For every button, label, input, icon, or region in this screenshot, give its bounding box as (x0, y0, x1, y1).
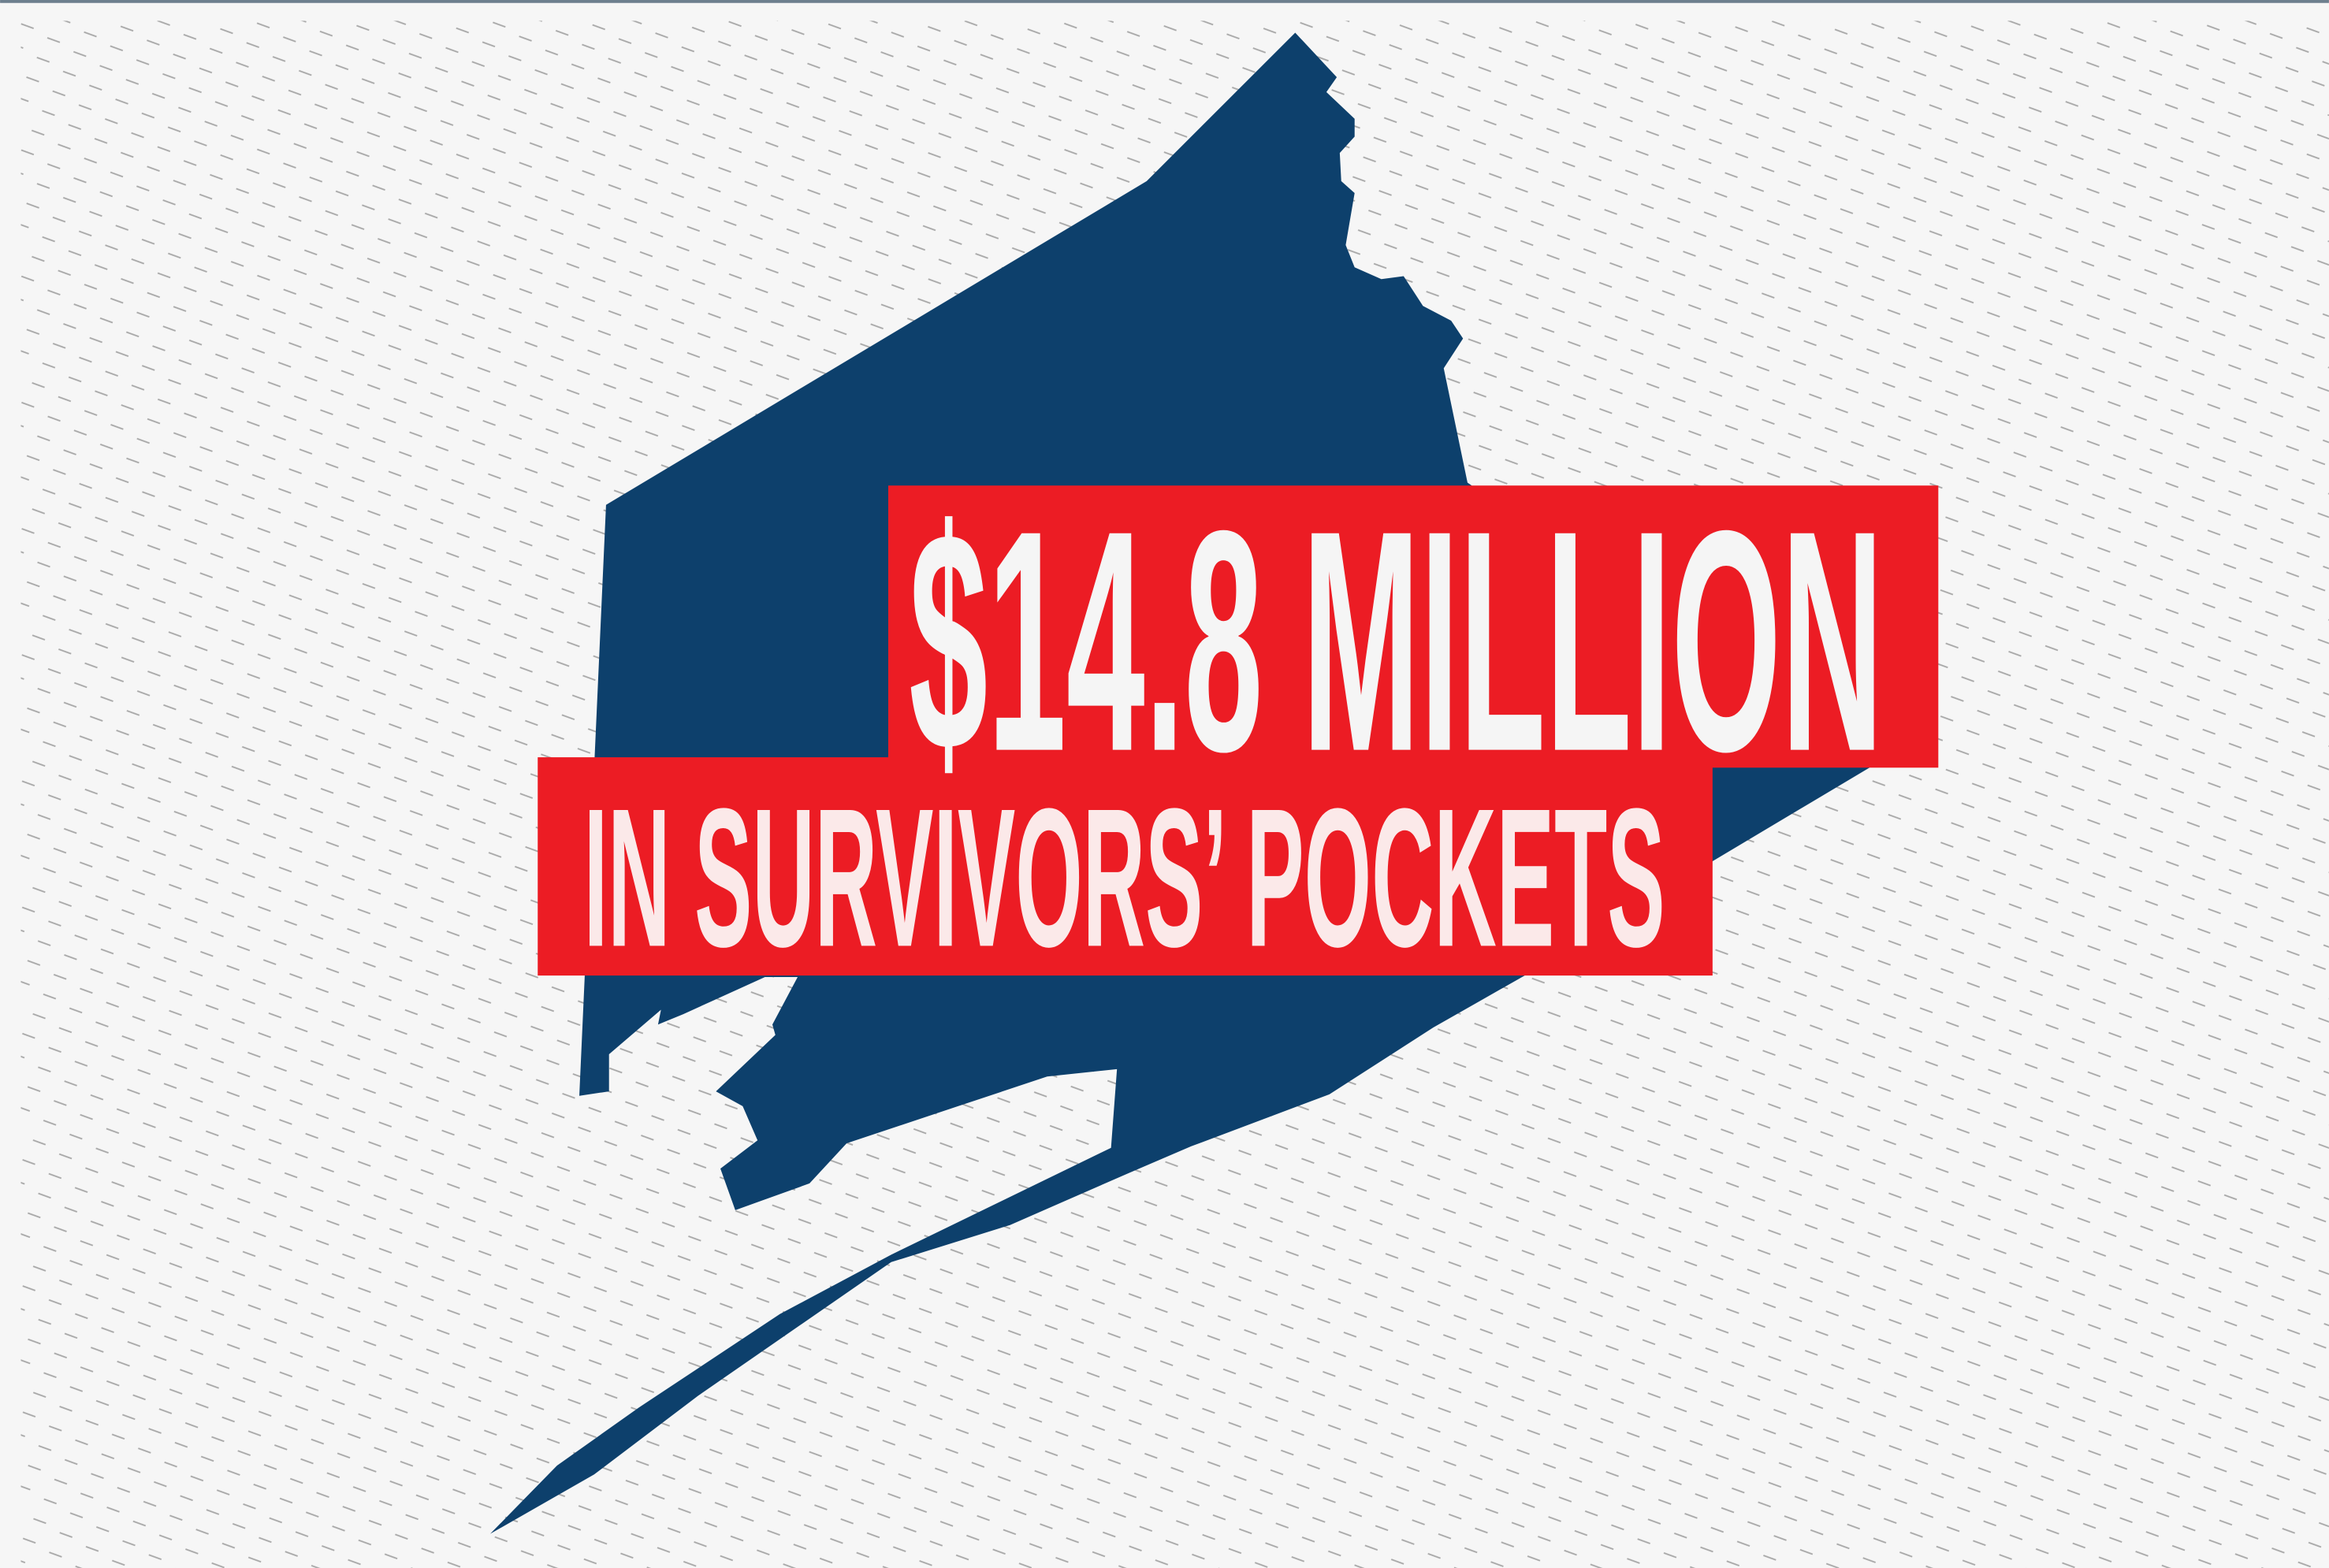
caption: IN SURVIVORS’ POCKETS (584, 767, 1665, 988)
caption-box (538, 757, 1713, 976)
amount: $14.8 MILLION (909, 465, 1883, 817)
amount-box (887, 485, 1939, 768)
